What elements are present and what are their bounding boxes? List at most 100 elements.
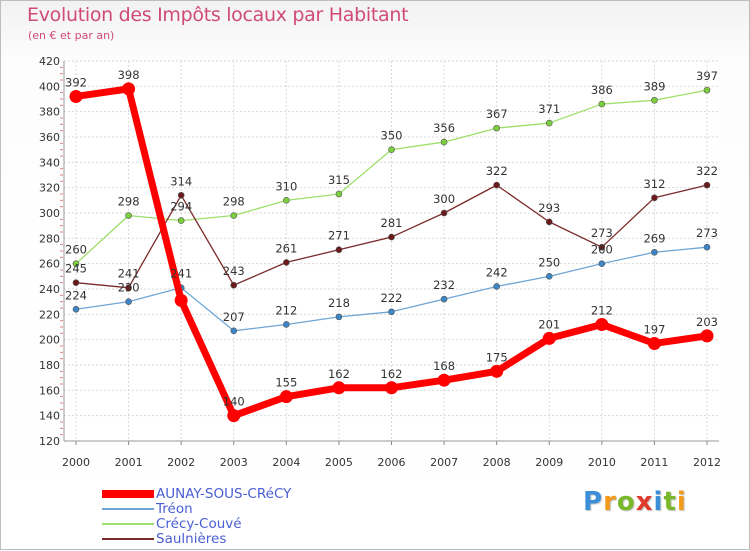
x-tick-label: 2011 bbox=[640, 456, 668, 469]
y-tick-label: 120 bbox=[39, 435, 60, 448]
data-point bbox=[703, 243, 711, 251]
data-label: 356 bbox=[433, 121, 455, 135]
data-label: 281 bbox=[381, 216, 403, 230]
data-label: 230 bbox=[118, 281, 140, 295]
data-label: 201 bbox=[538, 317, 560, 331]
data-point bbox=[545, 273, 553, 280]
legend-swatch bbox=[102, 508, 154, 510]
data-label: 197 bbox=[643, 322, 665, 336]
x-tick-label: 2008 bbox=[483, 456, 511, 469]
data-label: 203 bbox=[696, 315, 718, 329]
data-label: 294 bbox=[170, 200, 192, 214]
series-layer bbox=[69, 82, 714, 423]
data-label: 371 bbox=[538, 102, 560, 116]
data-point bbox=[493, 283, 500, 290]
data-label: 243 bbox=[223, 264, 245, 278]
data-label: 322 bbox=[486, 164, 508, 178]
logo-letter: i bbox=[653, 487, 664, 517]
x-tick-label: 2002 bbox=[167, 456, 195, 469]
data-point bbox=[647, 336, 661, 350]
data-point bbox=[230, 281, 238, 289]
y-tick-label: 140 bbox=[39, 410, 60, 423]
legend-swatch bbox=[102, 538, 154, 540]
data-point bbox=[227, 409, 241, 423]
data-label: 242 bbox=[486, 265, 508, 279]
legend-swatch bbox=[102, 490, 154, 498]
data-point bbox=[440, 209, 448, 217]
x-tick-label: 2009 bbox=[535, 456, 563, 469]
data-label: 245 bbox=[65, 262, 87, 276]
data-label: 162 bbox=[328, 367, 350, 381]
data-label: 261 bbox=[275, 241, 297, 255]
y-tick-label: 220 bbox=[39, 308, 60, 321]
data-point bbox=[283, 321, 290, 328]
legend-label: Saulnières bbox=[156, 531, 227, 547]
data-point bbox=[69, 89, 83, 103]
data-label: 273 bbox=[696, 226, 718, 240]
data-label: 175 bbox=[486, 350, 508, 364]
data-point bbox=[703, 181, 711, 189]
data-label: 162 bbox=[381, 367, 403, 381]
data-point bbox=[440, 138, 448, 146]
data-point bbox=[122, 82, 136, 96]
data-label: 212 bbox=[275, 303, 297, 317]
data-label: 300 bbox=[433, 192, 455, 206]
data-point bbox=[490, 364, 504, 378]
data-label: 241 bbox=[170, 267, 192, 281]
data-label: 312 bbox=[643, 177, 665, 191]
data-point bbox=[385, 381, 398, 395]
data-label: 271 bbox=[328, 229, 350, 243]
data-label: 212 bbox=[591, 303, 613, 317]
y-tick-label: 300 bbox=[39, 207, 60, 220]
data-point bbox=[332, 381, 346, 395]
x-tick-label: 2006 bbox=[378, 456, 406, 469]
y-tick-label: 420 bbox=[39, 55, 60, 68]
data-point bbox=[700, 329, 714, 343]
x-tick-label: 2012 bbox=[693, 456, 721, 469]
data-label: 398 bbox=[118, 68, 140, 82]
x-tick-label: 2007 bbox=[430, 456, 458, 469]
data-point bbox=[651, 248, 658, 256]
data-label: 222 bbox=[381, 291, 403, 305]
x-tick-label: 2003 bbox=[220, 456, 248, 469]
logo-letter: o bbox=[616, 487, 636, 517]
x-tick-label: 2000 bbox=[62, 456, 90, 469]
data-point bbox=[125, 284, 132, 292]
y-tick-label: 340 bbox=[39, 156, 60, 169]
data-label: 168 bbox=[433, 359, 455, 373]
data-point bbox=[335, 313, 343, 321]
logo-letter: i bbox=[676, 487, 687, 517]
data-label: 224 bbox=[65, 288, 87, 302]
data-point bbox=[230, 212, 238, 219]
y-tick-label: 360 bbox=[39, 131, 60, 144]
data-point bbox=[542, 331, 556, 345]
logo-letter: x bbox=[635, 487, 654, 517]
data-label: 310 bbox=[275, 179, 297, 193]
data-point bbox=[279, 390, 293, 404]
data-point bbox=[230, 327, 238, 335]
x-tick-label: 2001 bbox=[115, 456, 143, 469]
data-point bbox=[335, 246, 343, 254]
data-point bbox=[651, 96, 658, 104]
data-label: 314 bbox=[170, 174, 192, 188]
data-label: 350 bbox=[381, 129, 403, 143]
legend-swatch bbox=[102, 523, 154, 525]
data-point bbox=[493, 181, 500, 189]
data-point bbox=[72, 279, 80, 286]
data-label: 260 bbox=[65, 243, 87, 257]
y-tick-label: 320 bbox=[39, 182, 60, 195]
data-label: 367 bbox=[486, 107, 508, 121]
data-point bbox=[125, 298, 132, 305]
data-label: 140 bbox=[223, 395, 245, 409]
data-point bbox=[545, 119, 553, 127]
legend-label: AUNAY-SOUS-CRéCY bbox=[156, 486, 292, 502]
logo-letter: r bbox=[603, 487, 617, 517]
proxiti-logo: Proxiti bbox=[583, 487, 687, 517]
data-label: 232 bbox=[433, 278, 455, 292]
y-tick-label: 280 bbox=[39, 232, 60, 245]
logo-letter: t bbox=[663, 487, 677, 517]
data-point bbox=[125, 212, 132, 219]
data-point bbox=[703, 86, 711, 94]
axis-layer: 120 140 160 180 200 220 240 260 280 300 320 340 360 3… bbox=[39, 55, 721, 469]
